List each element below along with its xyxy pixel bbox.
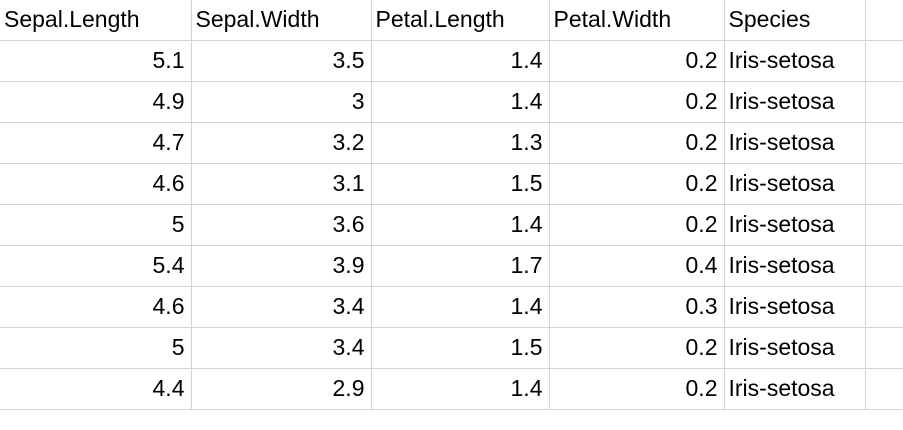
empty-cell[interactable] <box>865 40 903 82</box>
table-row: 4.4 2.9 1.4 0.2 Iris-setosa <box>0 368 903 410</box>
cell-petal-length[interactable]: 1.4 <box>371 368 550 410</box>
cell-species[interactable]: Iris-setosa <box>724 81 866 123</box>
cell-petal-length[interactable]: 1.4 <box>371 286 550 328</box>
cell-species[interactable]: Iris-setosa <box>724 163 866 205</box>
header-cell-sepal-length[interactable]: Sepal.Length <box>0 0 192 41</box>
cell-species[interactable]: Iris-setosa <box>724 368 866 410</box>
table-row: 5 3.6 1.4 0.2 Iris-setosa <box>0 204 903 246</box>
cell-species[interactable]: Iris-setosa <box>724 122 866 164</box>
empty-cell[interactable] <box>865 122 903 164</box>
table-row: 5 3.4 1.5 0.2 Iris-setosa <box>0 327 903 369</box>
empty-cell[interactable] <box>865 0 903 41</box>
table-row: 4.6 3.1 1.5 0.2 Iris-setosa <box>0 163 903 205</box>
cell-sepal-length[interactable]: 4.9 <box>0 81 192 123</box>
cell-species[interactable]: Iris-setosa <box>724 204 866 246</box>
cell-species[interactable]: Iris-setosa <box>724 40 866 82</box>
empty-cell[interactable] <box>865 245 903 287</box>
cell-sepal-width[interactable]: 3.1 <box>191 163 372 205</box>
header-cell-sepal-width[interactable]: Sepal.Width <box>191 0 372 41</box>
cell-petal-length[interactable]: 1.4 <box>371 81 550 123</box>
cell-petal-width[interactable]: 0.2 <box>549 122 725 164</box>
cell-species[interactable]: Iris-setosa <box>724 286 866 328</box>
cell-sepal-width[interactable]: 3.6 <box>191 204 372 246</box>
cell-petal-width[interactable]: 0.2 <box>549 163 725 205</box>
cell-species[interactable]: Iris-setosa <box>724 245 866 287</box>
table-row: 5.1 3.5 1.4 0.2 Iris-setosa <box>0 40 903 82</box>
empty-cell[interactable] <box>865 368 903 410</box>
cell-sepal-width[interactable]: 3.4 <box>191 327 372 369</box>
table-row: 4.6 3.4 1.4 0.3 Iris-setosa <box>0 286 903 328</box>
cell-petal-width[interactable]: 0.2 <box>549 204 725 246</box>
table-row: 4.9 3 1.4 0.2 Iris-setosa <box>0 81 903 123</box>
cell-sepal-length[interactable]: 4.7 <box>0 122 192 164</box>
cell-sepal-length[interactable]: 5.1 <box>0 40 192 82</box>
cell-sepal-length[interactable]: 4.6 <box>0 163 192 205</box>
cell-sepal-width[interactable]: 2.9 <box>191 368 372 410</box>
header-cell-petal-length[interactable]: Petal.Length <box>371 0 550 41</box>
cell-sepal-length[interactable]: 5.4 <box>0 245 192 287</box>
header-row: Sepal.Length Sepal.Width Petal.Length Pe… <box>0 0 903 41</box>
table-row: 5.4 3.9 1.7 0.4 Iris-setosa <box>0 245 903 287</box>
cell-petal-length[interactable]: 1.5 <box>371 327 550 369</box>
empty-cell[interactable] <box>865 81 903 123</box>
cell-petal-length[interactable]: 1.3 <box>371 122 550 164</box>
cell-sepal-length[interactable]: 4.4 <box>0 368 192 410</box>
cell-petal-width[interactable]: 0.2 <box>549 40 725 82</box>
cell-species[interactable]: Iris-setosa <box>724 327 866 369</box>
cell-sepal-width[interactable]: 3.5 <box>191 40 372 82</box>
cell-sepal-length[interactable]: 4.6 <box>0 286 192 328</box>
cell-petal-length[interactable]: 1.4 <box>371 204 550 246</box>
header-cell-petal-width[interactable]: Petal.Width <box>549 0 725 41</box>
cell-sepal-length[interactable]: 5 <box>0 204 192 246</box>
cell-petal-width[interactable]: 0.3 <box>549 286 725 328</box>
cell-petal-width[interactable]: 0.4 <box>549 245 725 287</box>
cell-sepal-length[interactable]: 5 <box>0 327 192 369</box>
header-cell-species[interactable]: Species <box>724 0 866 41</box>
empty-cell[interactable] <box>865 327 903 369</box>
data-table: Sepal.Length Sepal.Width Petal.Length Pe… <box>0 0 903 410</box>
cell-petal-length[interactable]: 1.4 <box>371 40 550 82</box>
cell-sepal-width[interactable]: 3.2 <box>191 122 372 164</box>
cell-petal-length[interactable]: 1.5 <box>371 163 550 205</box>
empty-cell[interactable] <box>865 163 903 205</box>
cell-petal-length[interactable]: 1.7 <box>371 245 550 287</box>
cell-sepal-width[interactable]: 3.9 <box>191 245 372 287</box>
cell-petal-width[interactable]: 0.2 <box>549 327 725 369</box>
empty-cell[interactable] <box>865 286 903 328</box>
cell-sepal-width[interactable]: 3.4 <box>191 286 372 328</box>
empty-cell[interactable] <box>865 204 903 246</box>
cell-petal-width[interactable]: 0.2 <box>549 368 725 410</box>
cell-sepal-width[interactable]: 3 <box>191 81 372 123</box>
table-row: 4.7 3.2 1.3 0.2 Iris-setosa <box>0 122 903 164</box>
cell-petal-width[interactable]: 0.2 <box>549 81 725 123</box>
